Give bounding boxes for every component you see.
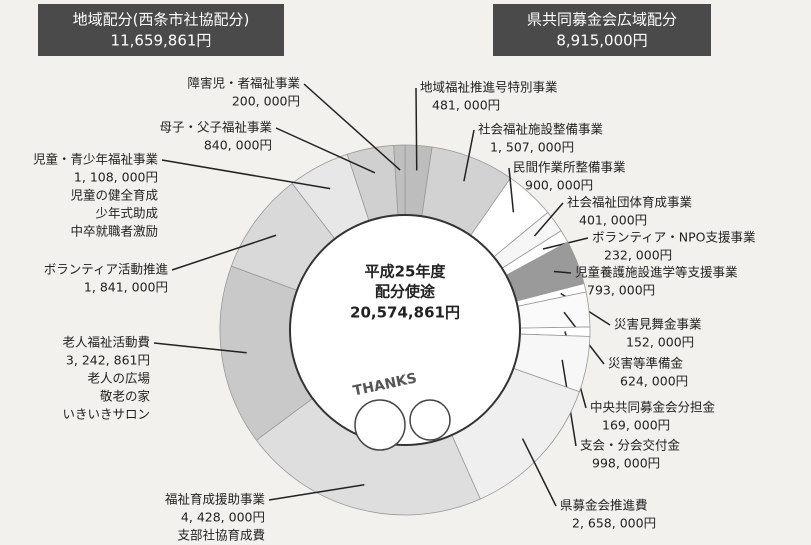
slice-note: 少年式助成 xyxy=(95,206,158,221)
slice-label: 社会福祉施設整備事業 xyxy=(478,122,604,137)
slice-label: 老人福祉活動費 xyxy=(62,335,150,350)
leader-line xyxy=(508,167,515,213)
value-label: 401, 000円 xyxy=(579,213,647,228)
value-label: 232, 000円 xyxy=(604,248,672,263)
slice-label: 災害等準備金 xyxy=(608,356,684,371)
slice-label: 児童養護施設進学等支援事業 xyxy=(575,265,738,280)
slice-label: ボランティア・NPO支援事業 xyxy=(592,230,756,245)
slice-note: 老人の広場 xyxy=(87,371,150,386)
slice-note: 敬老の家 xyxy=(100,389,151,404)
value-label: 152, 000円 xyxy=(626,335,694,350)
slice-label: 支会・分会交付金 xyxy=(580,438,681,453)
value-label: 1, 108, 000円 xyxy=(74,170,158,185)
leader-line xyxy=(415,87,418,171)
value-label: 624, 000円 xyxy=(620,374,688,389)
leader-line xyxy=(268,484,365,501)
group-total: 11,659,861円 xyxy=(111,32,212,50)
value-label: 840, 000円 xyxy=(204,138,272,153)
center-label: 平成25年度 xyxy=(365,263,447,281)
value-label: 1, 507, 000円 xyxy=(490,140,574,155)
illustration xyxy=(409,399,451,441)
slice-label: 地域福祉推進号特別事業 xyxy=(420,80,558,95)
value-label: 4, 428, 000円 xyxy=(181,510,265,525)
center-label: 配分使途 xyxy=(375,283,436,301)
group-box xyxy=(38,4,284,56)
value-label: 998, 000円 xyxy=(592,456,660,471)
slice-label: 社会福祉団体育成事業 xyxy=(567,195,693,210)
group-box xyxy=(493,4,711,56)
leader-line xyxy=(463,129,475,182)
value-label: 900, 000円 xyxy=(525,178,593,193)
slice-label: 中央共同募金会分担金 xyxy=(590,400,716,415)
value-label: 481, 000円 xyxy=(432,98,500,113)
illustration xyxy=(354,399,406,451)
group-name: 地域配分(西条市社協配分) xyxy=(73,11,250,29)
slice-note: いきいきサロン xyxy=(62,407,150,422)
value-label: 200, 000円 xyxy=(232,94,300,109)
slice-label: ボランティア活動推進 xyxy=(44,262,169,277)
slice-label: 福祉育成援助事業 xyxy=(165,492,266,507)
leader-line xyxy=(553,270,572,274)
leader-line xyxy=(533,202,564,237)
value-label: 1, 841, 000円 xyxy=(84,280,168,295)
leader-line xyxy=(275,127,376,174)
slice-label: 民間作業所整備事業 xyxy=(513,160,626,175)
leader-line xyxy=(521,438,557,507)
slice-label: 県募金会推進費 xyxy=(560,498,648,513)
slice-note: 支部社協育成費 xyxy=(177,528,265,543)
leader-line xyxy=(171,234,277,271)
value-label: 2, 658, 000円 xyxy=(572,516,656,531)
group-name: 県共同募金会広域配分 xyxy=(527,11,677,29)
center-total: 20,574,861円 xyxy=(350,304,460,322)
slice-label: 母子・父子福祉事業 xyxy=(159,120,272,135)
leader-line xyxy=(161,159,331,190)
slice-label: 災害見舞金事業 xyxy=(614,317,702,332)
value-label: 3, 242, 861円 xyxy=(66,353,150,368)
donut-hole xyxy=(289,214,521,446)
group-total: 8,915,000円 xyxy=(556,32,647,50)
slice-note: 中卒就職者激励 xyxy=(70,224,158,239)
value-label: 169, 000円 xyxy=(602,418,670,433)
slice-note: 児童の健全育成 xyxy=(70,188,158,203)
leader-line xyxy=(153,342,247,354)
slice-label: 障害児・者福祉事業 xyxy=(187,76,300,91)
leader-line xyxy=(303,83,401,171)
value-label: 793, 000円 xyxy=(587,283,655,298)
slice-label: 児童・青少年福祉事業 xyxy=(33,152,159,167)
